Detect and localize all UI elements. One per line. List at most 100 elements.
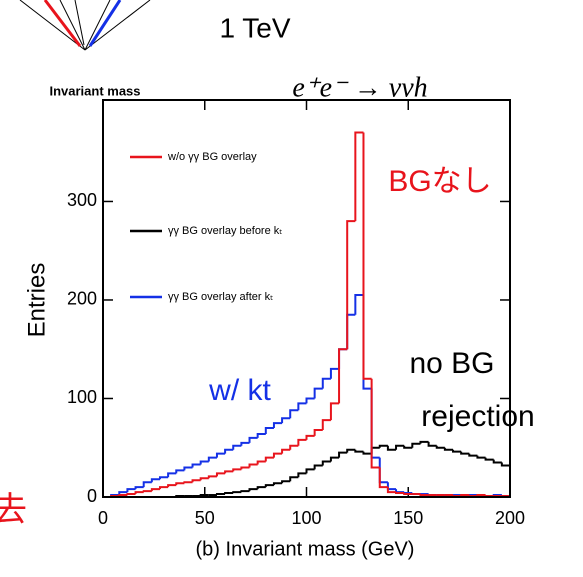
x-tick-label: 50 [195, 508, 215, 528]
histogram-step [248, 488, 258, 492]
histogram-step [167, 472, 177, 478]
histogram-step [395, 492, 405, 495]
histogram-step [460, 451, 470, 455]
histogram-step [362, 451, 372, 455]
histogram-step [354, 294, 364, 315]
histogram-step [158, 486, 169, 490]
annotation: no BG [409, 347, 494, 380]
histogram-step [500, 462, 510, 467]
histogram-step [403, 445, 413, 449]
histogram-step [346, 448, 356, 453]
histogram-step [150, 478, 160, 483]
histogram-step [207, 475, 217, 479]
histogram-step [256, 460, 266, 465]
histogram-step [134, 491, 144, 495]
histogram-step [362, 132, 372, 380]
legend-label: w/o γγ BG overlay [167, 151, 257, 163]
histogram-step [386, 445, 397, 451]
histogram-step [419, 440, 429, 444]
histogram-step [158, 476, 169, 480]
histogram-step [199, 460, 209, 465]
histogram-step [264, 427, 274, 434]
histogram-step [468, 453, 478, 457]
histogram-step [240, 441, 250, 446]
histogram-step [240, 466, 250, 470]
histogram-step [476, 455, 486, 459]
histogram-step [272, 452, 283, 458]
histogram-step [411, 442, 421, 448]
histogram-step [321, 419, 331, 431]
histogram-step [297, 472, 307, 478]
histogram-step [289, 444, 299, 450]
histogram-step [272, 422, 283, 429]
histogram-step [338, 451, 348, 458]
histogram-step [272, 482, 283, 486]
histogram-step [126, 493, 136, 496]
histogram-step [281, 480, 291, 484]
plot-frame [102, 99, 511, 498]
histogram-step [313, 464, 323, 470]
histogram-step [476, 494, 486, 497]
histogram-step [346, 313, 356, 350]
histogram-step [224, 470, 234, 474]
histogram-step [492, 459, 502, 464]
histogram-step [460, 494, 470, 497]
x-axis-title: (b) Invariant mass (GeV) [196, 538, 415, 560]
histogram-step [329, 402, 340, 421]
histogram-step [484, 495, 494, 498]
histogram-step [403, 493, 413, 496]
histogram-step [378, 444, 388, 448]
energy-label: 1 TeV [219, 12, 290, 43]
histogram-step [452, 495, 462, 498]
histogram-step [443, 447, 454, 451]
histogram-step [167, 484, 177, 488]
histogram-step [199, 494, 209, 497]
histogram-step [232, 444, 242, 450]
histogram-step [305, 434, 315, 440]
histogram-step [232, 468, 242, 472]
histogram-step [297, 402, 307, 411]
histogram-step [370, 378, 380, 469]
histogram-step [452, 449, 462, 453]
histogram-step [264, 456, 274, 462]
histogram-step [256, 432, 266, 438]
histogram-step [468, 495, 478, 498]
histogram-step [183, 466, 193, 471]
histogram-step [484, 457, 494, 461]
histogram-step [281, 448, 291, 454]
histogram-step [224, 492, 234, 495]
histogram-step [224, 448, 234, 454]
histogram-step [175, 469, 185, 474]
histogram-step [191, 463, 201, 468]
y-tick-label: 200 [67, 289, 97, 309]
histogram-step [386, 487, 397, 494]
y-axis-title: Entries [23, 263, 50, 338]
histogram-step [289, 476, 299, 482]
legend-label: γγ BG overlay after kₜ [168, 291, 273, 303]
histogram-step [354, 131, 364, 222]
histogram-step [346, 220, 356, 350]
histogram-step [215, 472, 226, 477]
histogram-step [435, 445, 445, 449]
histogram-step [305, 397, 315, 404]
histogram-step [395, 444, 405, 450]
histogram-step [142, 481, 152, 488]
histogram-step [305, 468, 315, 474]
histogram-step [321, 460, 331, 466]
x-tick-label: 200 [495, 508, 525, 528]
histogram-step [256, 486, 266, 490]
histogram-step [150, 488, 160, 492]
histogram-step [313, 387, 323, 399]
histogram-step [338, 348, 348, 369]
x-tick-label: 150 [393, 508, 423, 528]
histogram-step [329, 367, 340, 379]
histogram-step [215, 452, 226, 458]
histogram-step [248, 436, 258, 443]
histogram-step [403, 492, 413, 495]
histogram-step [419, 494, 429, 497]
histogram-step [281, 417, 291, 424]
histogram-step [354, 449, 364, 453]
y-tick-label: 100 [67, 387, 97, 407]
